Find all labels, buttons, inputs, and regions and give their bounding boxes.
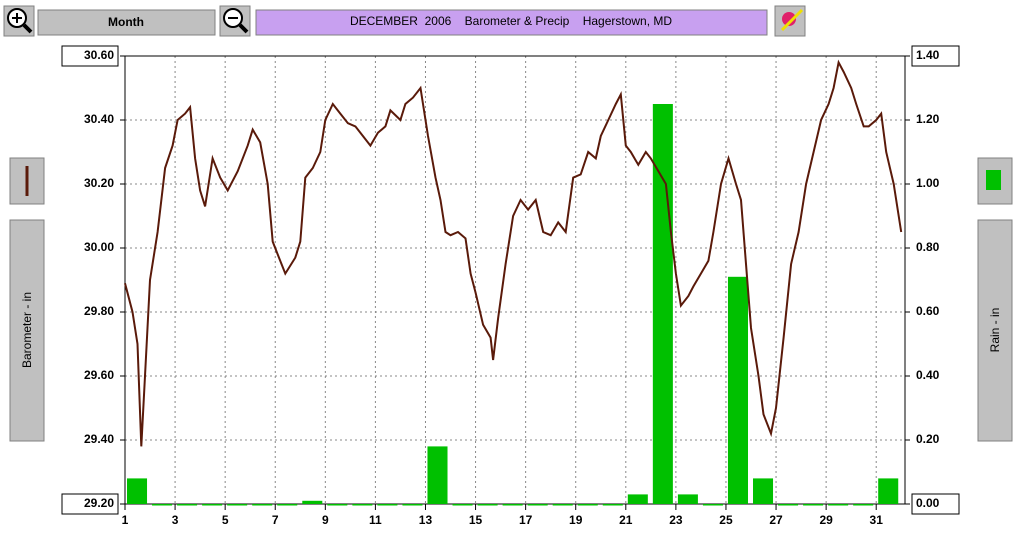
x-tick-label: 9	[322, 513, 329, 527]
rain-bar	[652, 104, 673, 504]
rain-bar	[252, 504, 273, 506]
period-button[interactable]	[37, 9, 216, 36]
zoom-in[interactable]	[3, 5, 35, 37]
rain-bar	[127, 478, 148, 504]
x-tick-label: 3	[172, 513, 179, 527]
y-tick-label: 29.60	[84, 368, 114, 382]
rain-bar	[427, 446, 448, 504]
rain-bar	[803, 504, 824, 506]
tick-box	[911, 45, 960, 67]
x-tick-label: 21	[619, 513, 633, 527]
rain-bar	[452, 504, 473, 506]
y-tick-label: 30.60	[84, 48, 114, 62]
rain-bar	[677, 494, 698, 504]
bar-style-button[interactable]	[977, 157, 1013, 205]
rain-bar	[602, 504, 623, 506]
x-tick-label: 13	[419, 513, 433, 527]
rain-bar	[177, 504, 198, 506]
x-tick-label: 7	[272, 513, 279, 527]
tick-box	[61, 45, 119, 67]
rain-bar	[828, 504, 849, 506]
y2-axis-label: Rain - in	[988, 308, 1002, 353]
zoom-out[interactable]	[219, 5, 251, 37]
rain-bar	[402, 504, 423, 506]
rain-bar	[753, 478, 774, 504]
rain-bar	[227, 504, 248, 506]
rain-bar	[502, 504, 523, 506]
rain-bar	[878, 478, 899, 504]
rain-bar	[853, 504, 874, 506]
y2-tick-label: 0.20	[916, 432, 940, 446]
tick-box	[911, 493, 960, 515]
rain-bar	[377, 504, 398, 506]
x-tick-label: 31	[870, 513, 884, 527]
rain-bar	[327, 504, 348, 506]
x-tick-label: 23	[669, 513, 683, 527]
rain-bar	[277, 504, 298, 506]
rain-bar	[577, 504, 598, 506]
plot-frame	[124, 55, 906, 505]
y-tick-label: 29.40	[84, 432, 114, 446]
x-tick-label: 15	[469, 513, 483, 527]
x-tick-label: 11	[369, 513, 382, 527]
y2-tick-label: 0.40	[916, 368, 940, 382]
y2-tick-label: 0.80	[916, 240, 940, 254]
y-axis-label: Barometer - in	[20, 292, 34, 368]
y2-tick-label: 0.00	[916, 496, 940, 510]
x-tick-label: 29	[819, 513, 833, 527]
y-tick-label: 29.20	[84, 496, 114, 510]
print-button[interactable]	[774, 5, 806, 37]
x-tick-label: 1	[122, 513, 129, 527]
y-axis-button[interactable]	[9, 219, 45, 442]
rain-bar	[552, 504, 573, 506]
y-tick-label: 29.80	[84, 304, 114, 318]
rain-bar	[527, 504, 548, 506]
y2-axis-button[interactable]	[977, 219, 1013, 442]
rain-bar	[477, 504, 498, 506]
y-tick-label: 30.40	[84, 112, 114, 126]
y2-tick-label: 0.60	[916, 304, 940, 318]
rain-bar	[627, 494, 648, 504]
rain-bar	[778, 504, 799, 506]
period-label: Month	[108, 15, 144, 29]
x-tick-label: 5	[222, 513, 229, 527]
barometer-line	[124, 59, 903, 447]
y2-tick-label: 1.20	[916, 112, 940, 126]
y2-tick-label: 1.00	[916, 176, 940, 190]
chart-title: DECEMBER 2006 Barometer & Precip Hagerst…	[350, 14, 672, 28]
title-bar	[255, 9, 768, 36]
tick-box	[61, 493, 119, 515]
y-tick-label: 30.20	[84, 176, 114, 190]
x-tick-label: 27	[769, 513, 783, 527]
rain-bar	[352, 504, 373, 506]
rain-bar	[702, 504, 723, 506]
x-tick-label: 25	[719, 513, 733, 527]
rain-bar	[727, 276, 748, 504]
x-tick-label: 17	[519, 513, 533, 527]
rain-bar	[152, 504, 173, 506]
y2-tick-label: 1.40	[916, 48, 940, 62]
x-tick-label: 19	[569, 513, 583, 527]
y-tick-label: 30.00	[84, 240, 114, 254]
rain-bar	[202, 504, 223, 506]
rain-bar	[302, 500, 323, 504]
bar-icon	[986, 170, 1001, 190]
